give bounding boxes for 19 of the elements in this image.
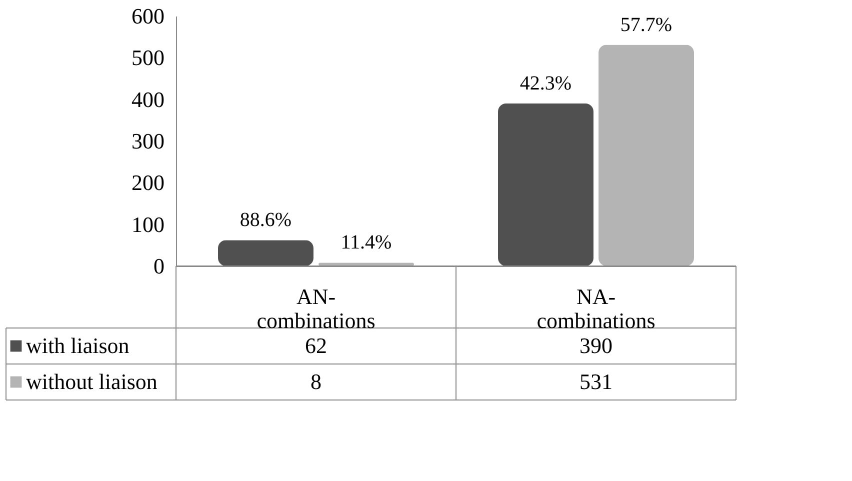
y-tick-label: 300 bbox=[132, 128, 164, 154]
y-tick-label: 0 bbox=[154, 254, 164, 278]
data-label: 8 bbox=[310, 369, 322, 394]
data-label: 390 bbox=[580, 333, 612, 358]
data-label: 62 bbox=[305, 333, 327, 358]
x-tick-label: NA-combinations bbox=[536, 284, 656, 333]
y-tick-label: 200 bbox=[132, 170, 164, 196]
legend-label: with liaison bbox=[26, 333, 130, 358]
y-tick-label: 600 bbox=[132, 4, 164, 28]
annotation: 57.7% bbox=[620, 14, 672, 36]
y-tick-label: 400 bbox=[132, 86, 164, 112]
y-tick-label: 100 bbox=[132, 212, 164, 237]
annotation: 42.3% bbox=[520, 72, 572, 94]
x-tick-label: AN-combinations bbox=[256, 284, 376, 333]
data-label: 531 bbox=[580, 369, 612, 394]
legend-label: without liaison bbox=[26, 369, 158, 394]
annotation: 88.6% bbox=[240, 209, 292, 232]
y-tick-label: 500 bbox=[132, 45, 164, 70]
annotation: 11.4% bbox=[340, 232, 392, 254]
